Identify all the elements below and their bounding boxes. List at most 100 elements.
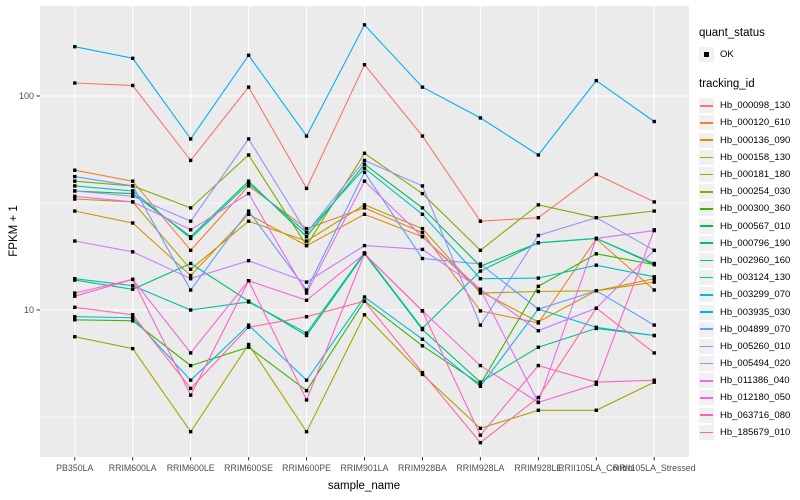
legend-key-box bbox=[699, 321, 714, 337]
legend-entry-Hb_185679_010: Hb_185679_010 bbox=[699, 424, 799, 441]
data-point bbox=[594, 380, 598, 384]
data-point bbox=[478, 287, 483, 291]
legend-label: Hb_005260_010 bbox=[720, 340, 791, 352]
data-point bbox=[652, 200, 656, 204]
data-point bbox=[246, 184, 251, 188]
data-point bbox=[246, 325, 251, 330]
data-point bbox=[131, 194, 135, 198]
data-point bbox=[73, 209, 77, 213]
legend-entry-Hb_003124_130: Hb_003124_130 bbox=[699, 269, 799, 286]
data-point bbox=[131, 316, 135, 320]
data-point bbox=[362, 166, 367, 170]
data-point bbox=[536, 276, 541, 280]
data-point bbox=[246, 85, 251, 89]
data-point bbox=[478, 426, 483, 431]
data-point bbox=[362, 252, 367, 256]
x-tick-label: RRIM928LA bbox=[456, 463, 504, 473]
data-point bbox=[362, 212, 367, 217]
data-point bbox=[246, 279, 251, 283]
legend-line-swatch bbox=[700, 156, 713, 159]
legend-line-swatch bbox=[700, 190, 713, 193]
data-point bbox=[652, 248, 656, 253]
data-point bbox=[652, 209, 656, 213]
legend-label: Hb_000567_010 bbox=[720, 220, 791, 232]
legend-key-box bbox=[699, 407, 714, 423]
legend-line-swatch bbox=[700, 362, 713, 365]
data-point bbox=[362, 295, 367, 299]
data-point bbox=[73, 315, 77, 319]
legend-entry-Hb_000300_360: Hb_000300_360 bbox=[699, 200, 799, 217]
legend-key-box bbox=[699, 338, 714, 354]
legend-entry-Hb_000120_610: Hb_000120_610 bbox=[699, 114, 799, 131]
data-point bbox=[362, 206, 367, 210]
legend-title-tracking-id: tracking_id bbox=[699, 78, 755, 91]
ok-point-icon bbox=[704, 52, 709, 57]
data-point bbox=[131, 189, 135, 193]
data-point bbox=[246, 212, 251, 217]
data-point bbox=[246, 137, 251, 141]
data-point bbox=[362, 243, 367, 248]
data-point bbox=[73, 179, 77, 183]
legend-key-box bbox=[699, 356, 714, 372]
data-point bbox=[420, 337, 425, 341]
data-point bbox=[188, 235, 193, 239]
data-point bbox=[73, 174, 77, 179]
data-point bbox=[536, 329, 541, 333]
legend-line-swatch bbox=[700, 139, 713, 141]
x-tick-label: RRIM600LA bbox=[109, 463, 157, 473]
data-point bbox=[73, 194, 77, 198]
data-point bbox=[536, 363, 541, 368]
data-point bbox=[652, 275, 656, 279]
data-point bbox=[420, 326, 425, 331]
legend-key-box bbox=[699, 98, 714, 114]
data-point bbox=[246, 323, 251, 327]
legend-title-quant-status: quant_status bbox=[699, 27, 765, 39]
data-point bbox=[304, 134, 309, 138]
legend-label-ok: OK bbox=[720, 49, 734, 61]
legend-entry-Hb_005260_010: Hb_005260_010 bbox=[699, 338, 799, 355]
legend-key-box bbox=[699, 270, 714, 286]
legend-label: Hb_185679_010 bbox=[720, 426, 791, 438]
data-point bbox=[246, 258, 251, 263]
data-point bbox=[188, 219, 193, 223]
data-point bbox=[478, 440, 483, 445]
data-point bbox=[420, 256, 425, 261]
legend: quant_status OK tracking_id Hb_000098_13… bbox=[699, 27, 799, 441]
data-point bbox=[131, 191, 135, 196]
legend-key-box bbox=[699, 218, 714, 234]
data-point bbox=[536, 233, 541, 238]
data-point bbox=[362, 203, 367, 207]
data-point bbox=[536, 320, 541, 324]
data-point bbox=[594, 325, 598, 330]
data-point bbox=[73, 291, 77, 295]
legend-line-swatch bbox=[700, 242, 713, 245]
data-point bbox=[536, 400, 541, 405]
data-point bbox=[131, 83, 135, 88]
data-point bbox=[362, 23, 367, 27]
legend-entry-Hb_000254_030: Hb_000254_030 bbox=[699, 183, 799, 200]
data-point bbox=[652, 280, 656, 284]
legend-label: Hb_012180_050 bbox=[720, 392, 791, 404]
data-point bbox=[594, 263, 598, 267]
x-tick-label: PB350LA bbox=[56, 463, 93, 473]
data-point bbox=[536, 289, 541, 294]
data-point bbox=[131, 56, 135, 61]
data-point bbox=[362, 299, 367, 303]
data-point bbox=[131, 250, 135, 254]
legend-line-swatch bbox=[700, 276, 713, 279]
data-point bbox=[131, 200, 135, 204]
x-tick-label: RRIM600LE bbox=[167, 463, 215, 473]
legend-key-box bbox=[699, 115, 714, 131]
data-point bbox=[246, 209, 251, 213]
legend-label: Hb_002960_160 bbox=[720, 254, 791, 266]
data-point bbox=[362, 162, 367, 166]
data-point bbox=[420, 309, 425, 313]
data-point bbox=[420, 191, 425, 196]
data-point bbox=[304, 331, 309, 335]
y-tick-label: 10 bbox=[24, 305, 34, 315]
legend-line-swatch bbox=[700, 311, 713, 313]
legend-key-box bbox=[699, 252, 714, 268]
data-point bbox=[131, 277, 135, 282]
data-point bbox=[304, 333, 309, 338]
